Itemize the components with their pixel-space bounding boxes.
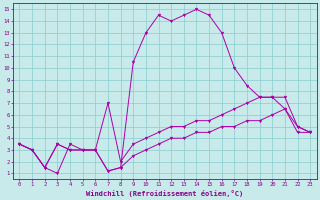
X-axis label: Windchill (Refroidissement éolien,°C): Windchill (Refroidissement éolien,°C)	[86, 190, 244, 197]
